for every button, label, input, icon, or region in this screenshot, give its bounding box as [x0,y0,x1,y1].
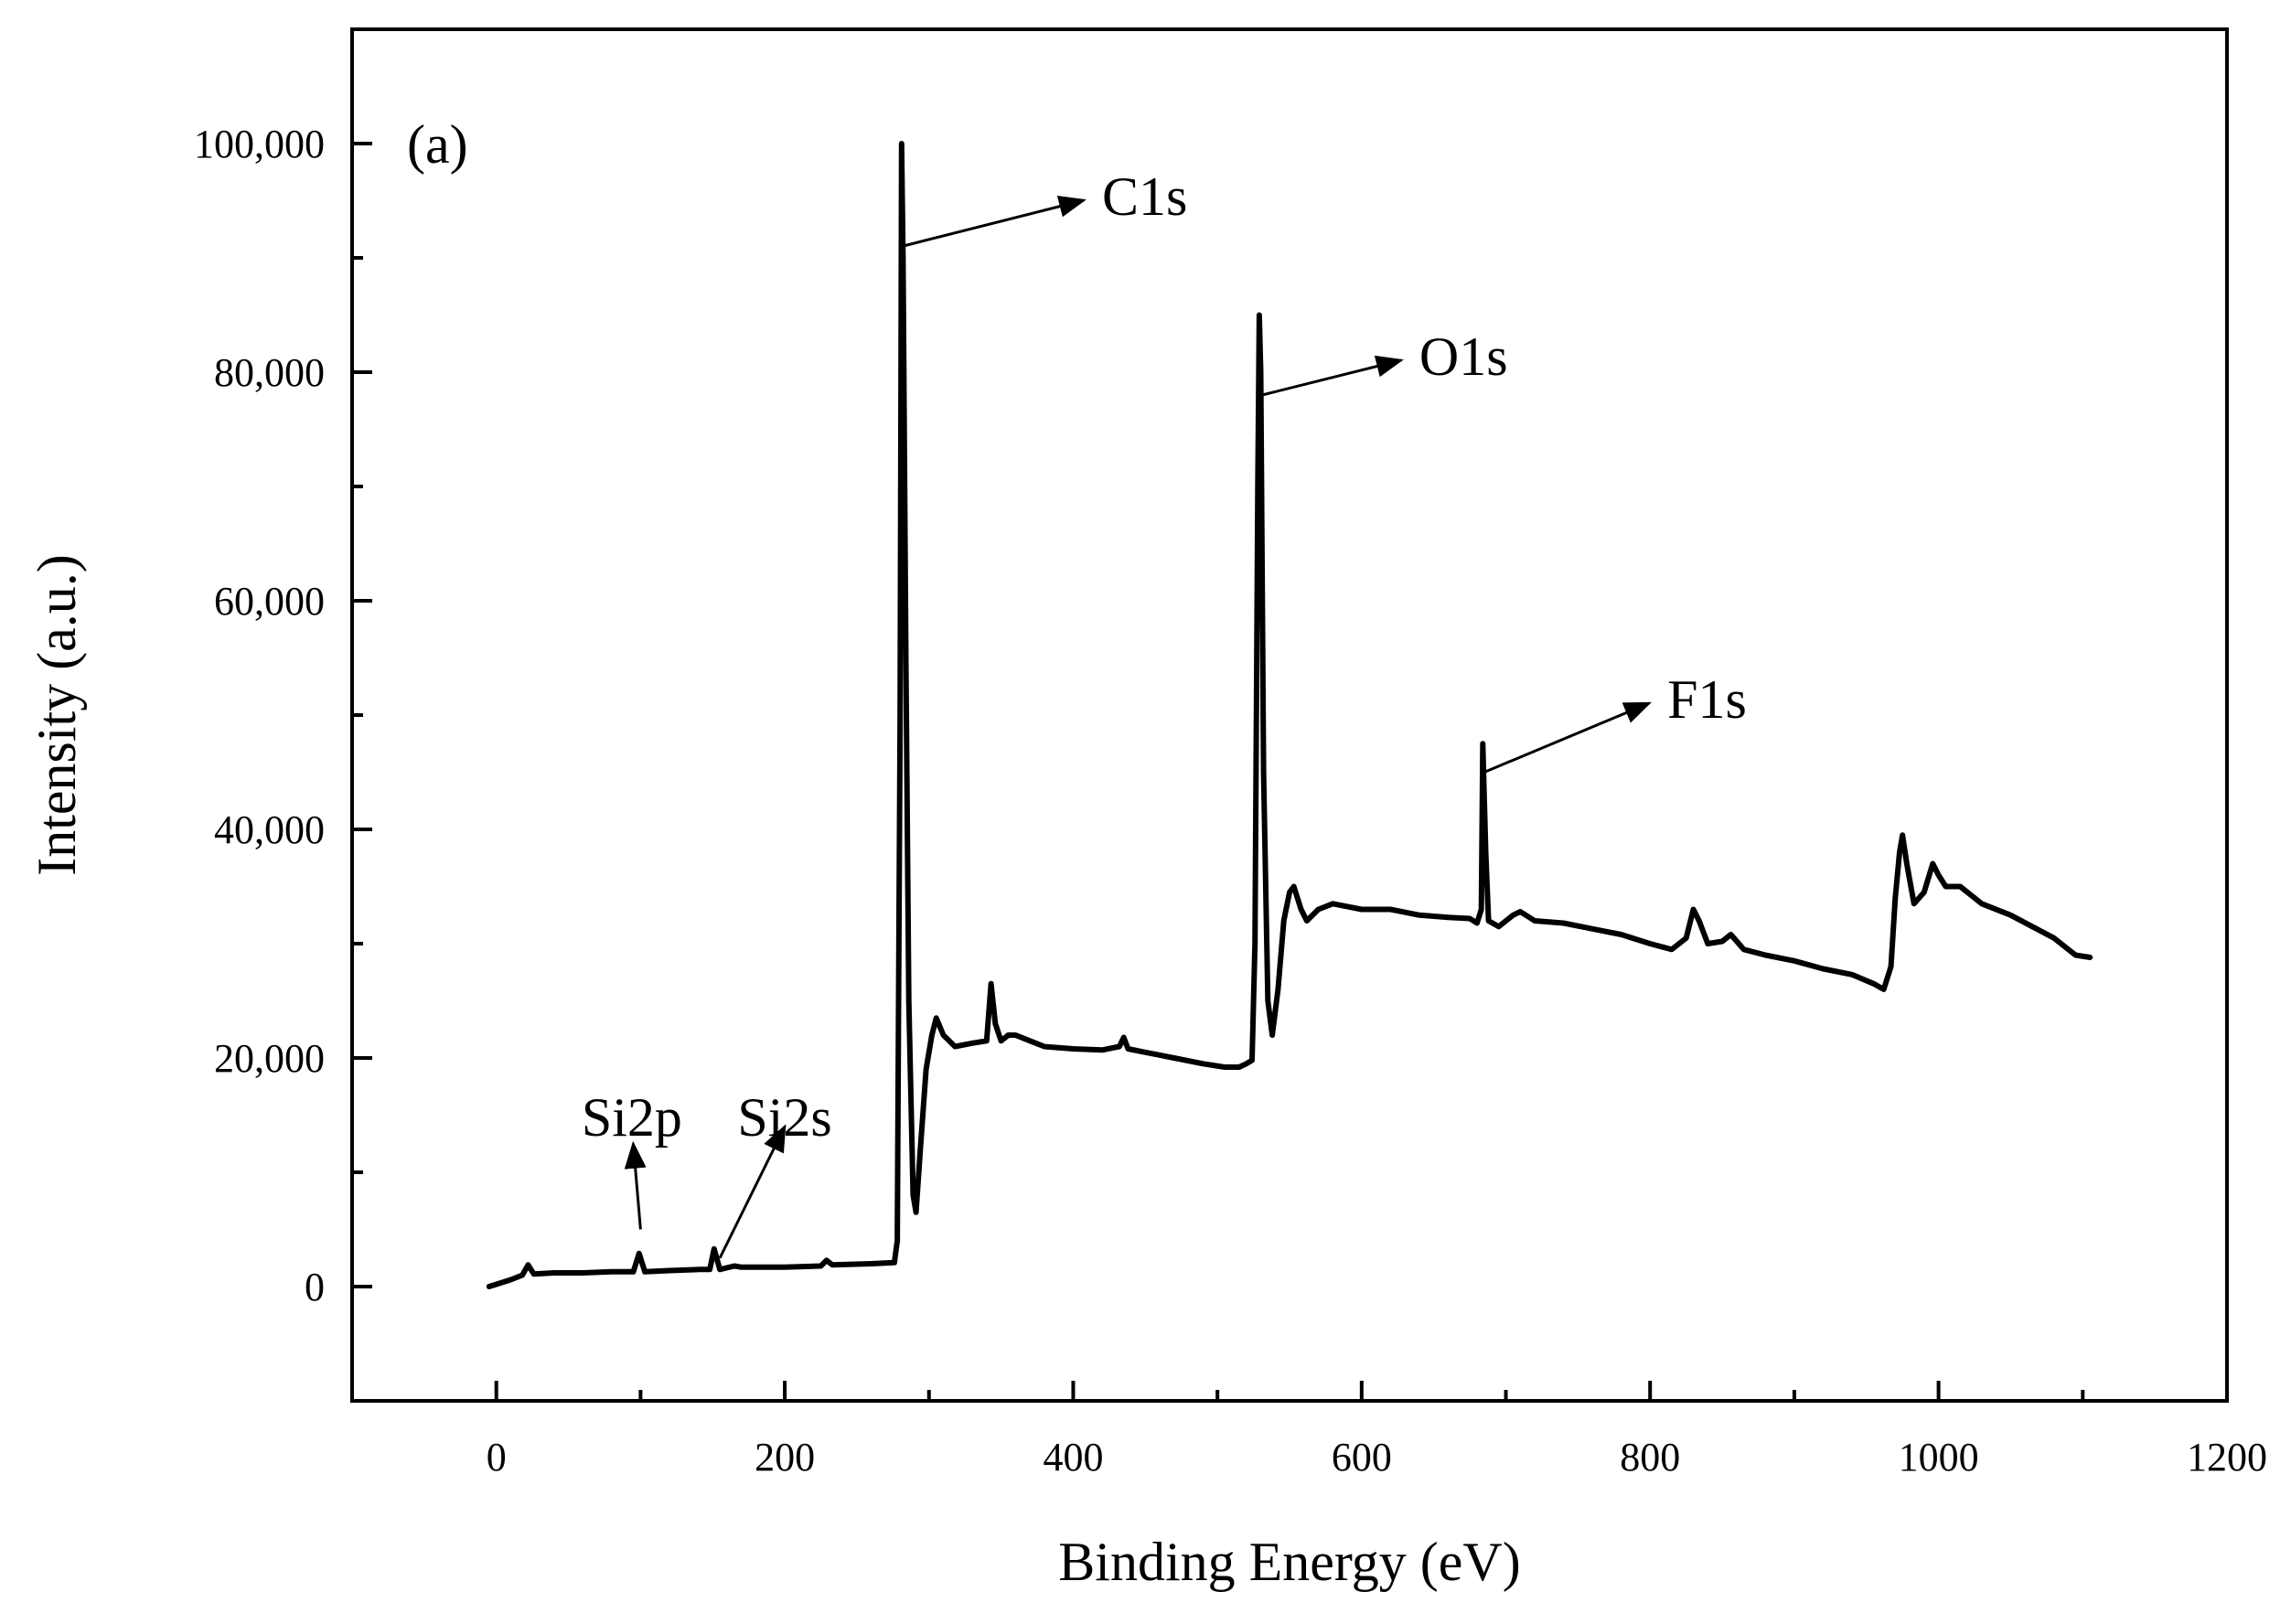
x-tick-label: 1000 [1899,1435,1979,1480]
y-tick-label: 80,000 [214,350,325,395]
y-tick-label: 20,000 [214,1036,325,1081]
annotation-arrow [718,1124,787,1259]
peak-label-si2p: Si2p [582,1087,682,1148]
peak-label-c1s: C1s [1102,166,1187,227]
annotation-arrow [624,1140,647,1230]
x-tick-label: 0 [487,1435,507,1480]
x-tick-label: 600 [1332,1435,1392,1480]
plot-frame [350,27,2229,1403]
y-axis-ticks: 0 20,000 40,000 60,000 80,000 100,000 [194,27,372,1403]
x-tick-label: 200 [755,1435,815,1480]
annotation-arrow [1261,355,1404,397]
x-axis-ticks: 0 200 400 600 800 1000 1200 [350,1381,2267,1480]
y-tick-label: 0 [305,1265,325,1309]
y-tick-label: 40,000 [214,807,325,852]
peak-label-f1s: F1s [1667,669,1747,730]
x-tick-label: 800 [1620,1435,1680,1480]
y-tick-label: 100,000 [194,122,325,166]
panel-label: (a) [407,114,468,175]
spectrum-line [486,141,2093,1289]
annotation-arrow [1483,701,1652,774]
y-tick-label: 60,000 [214,579,325,624]
peak-label-o1s: O1s [1419,326,1508,387]
peak-annotations: C1s O1s F1s Si2p Si2s [582,166,1747,1259]
x-tick-label: 1200 [2187,1435,2267,1480]
peak-label-si2s: Si2s [737,1087,831,1148]
annotation-arrow [901,196,1087,248]
y-axis-title: Intensity (a.u.) [27,554,87,876]
x-axis-title: Binding Energy (eV) [1058,1532,1520,1592]
x-tick-label: 400 [1043,1435,1103,1480]
